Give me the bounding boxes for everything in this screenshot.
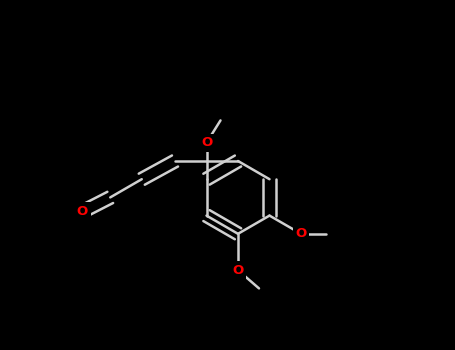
Text: O: O — [233, 264, 243, 277]
Text: O: O — [295, 227, 307, 240]
Text: O: O — [76, 205, 88, 218]
Text: O: O — [201, 136, 212, 149]
